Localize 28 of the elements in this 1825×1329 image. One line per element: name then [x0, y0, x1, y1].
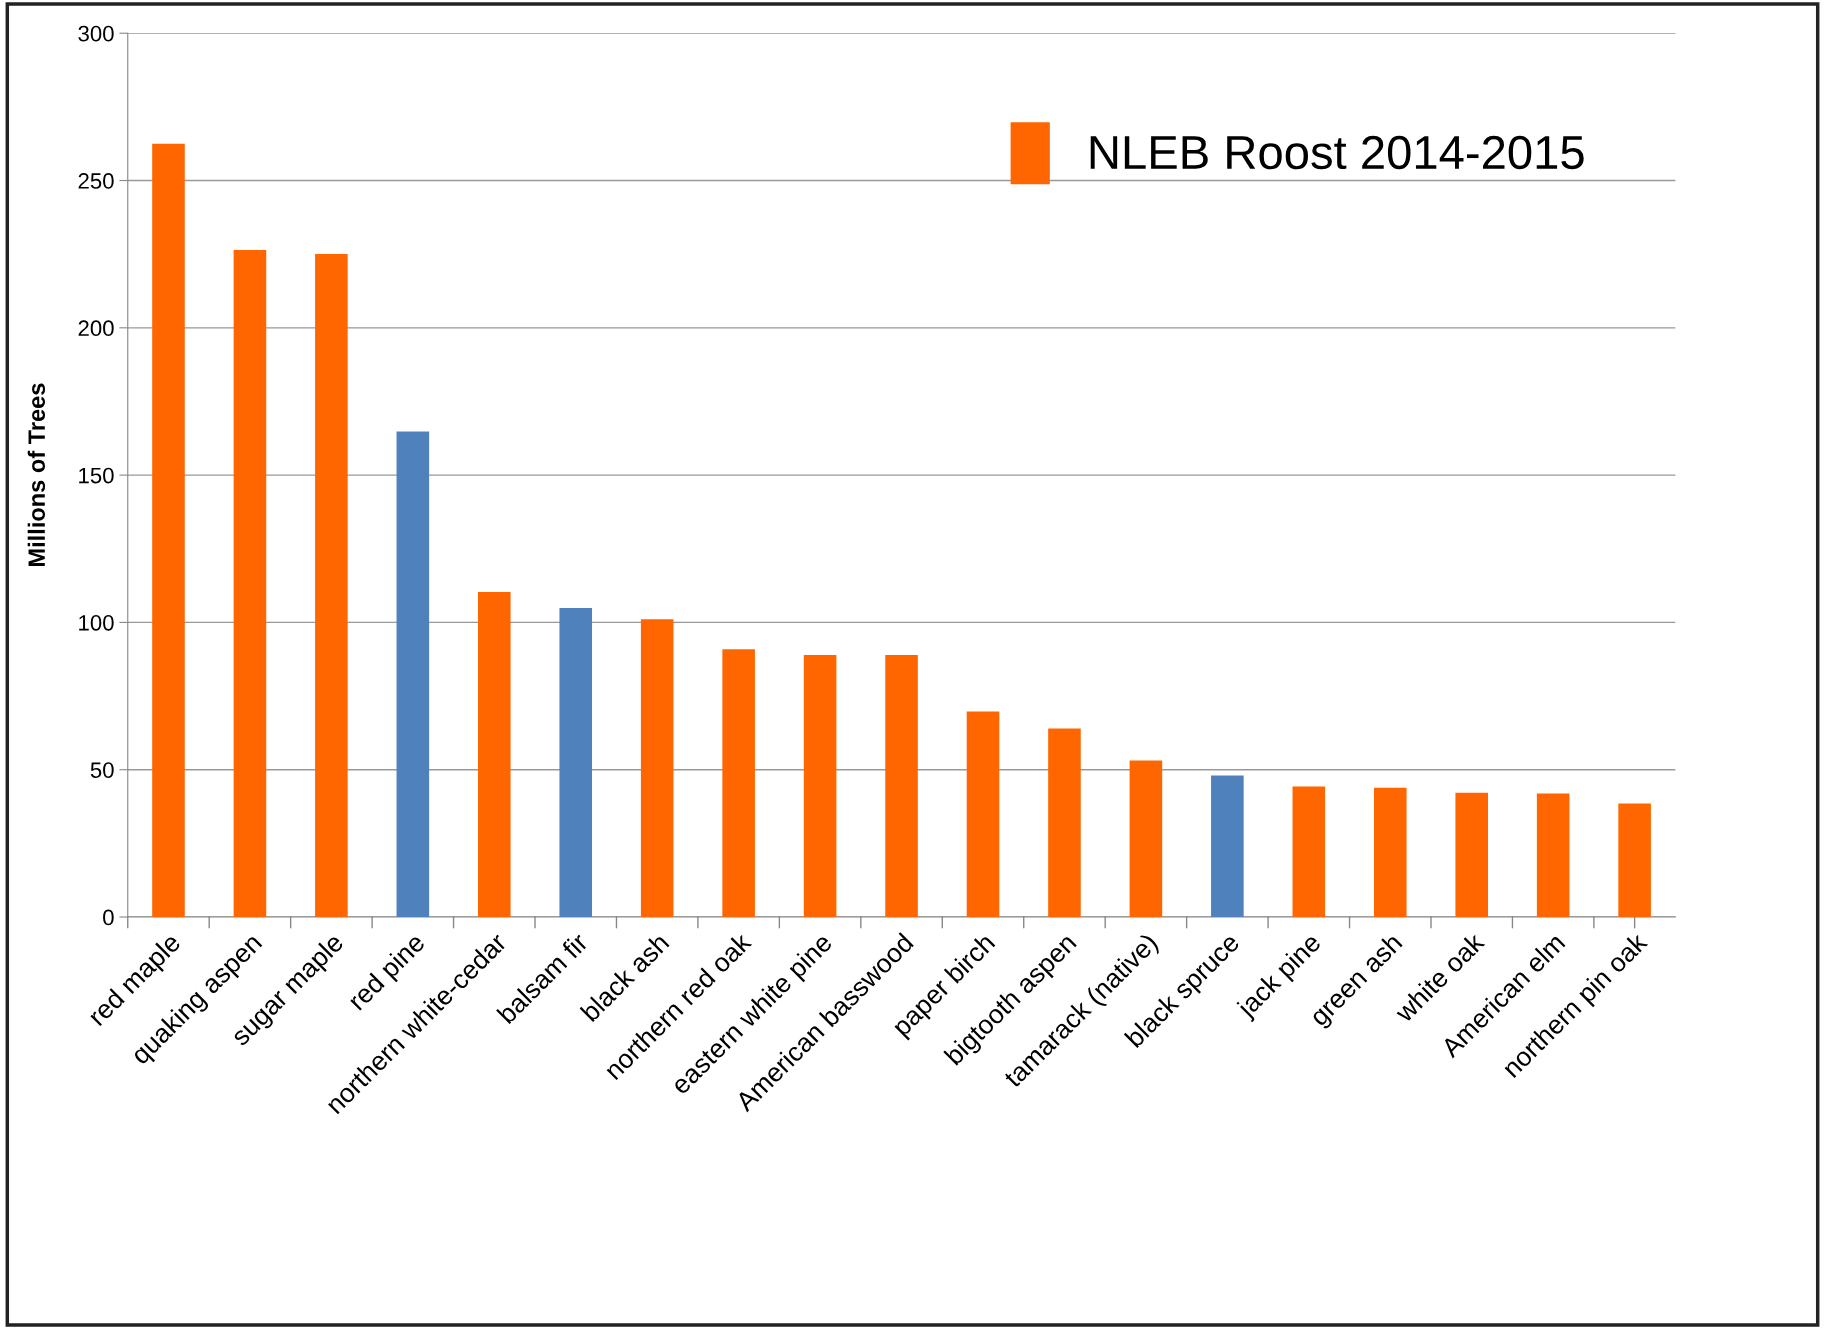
- bar: [1211, 775, 1244, 918]
- bar: [559, 607, 593, 918]
- bar: [722, 649, 755, 918]
- bar: [1292, 786, 1326, 918]
- bar: [233, 250, 267, 918]
- bar: [803, 655, 837, 918]
- y-axis-title: Millions of Trees: [27, 383, 46, 567]
- y-tick-label: 300: [78, 25, 114, 42]
- y-tick-label: 200: [78, 320, 114, 337]
- bar: [1373, 787, 1407, 918]
- y-tick-label: 150: [79, 467, 114, 484]
- bar: [1048, 728, 1081, 918]
- bar: [315, 253, 348, 918]
- bar: [478, 592, 511, 918]
- bar: [1618, 803, 1651, 918]
- bar: [1455, 792, 1489, 918]
- y-tick-label: 250: [78, 173, 114, 189]
- bar: [966, 711, 1000, 918]
- y-tick-label: 50: [90, 762, 114, 778]
- bar: [396, 431, 430, 918]
- bar: [640, 619, 674, 918]
- y-tick-label: 0: [103, 909, 114, 926]
- bar: [1536, 793, 1570, 918]
- bar: [885, 655, 918, 918]
- bar: [1129, 760, 1163, 918]
- y-tick-label: 100: [79, 614, 114, 631]
- bar: [152, 143, 185, 918]
- legend-label: NLEB Roost 2014-2015: [1090, 135, 1584, 170]
